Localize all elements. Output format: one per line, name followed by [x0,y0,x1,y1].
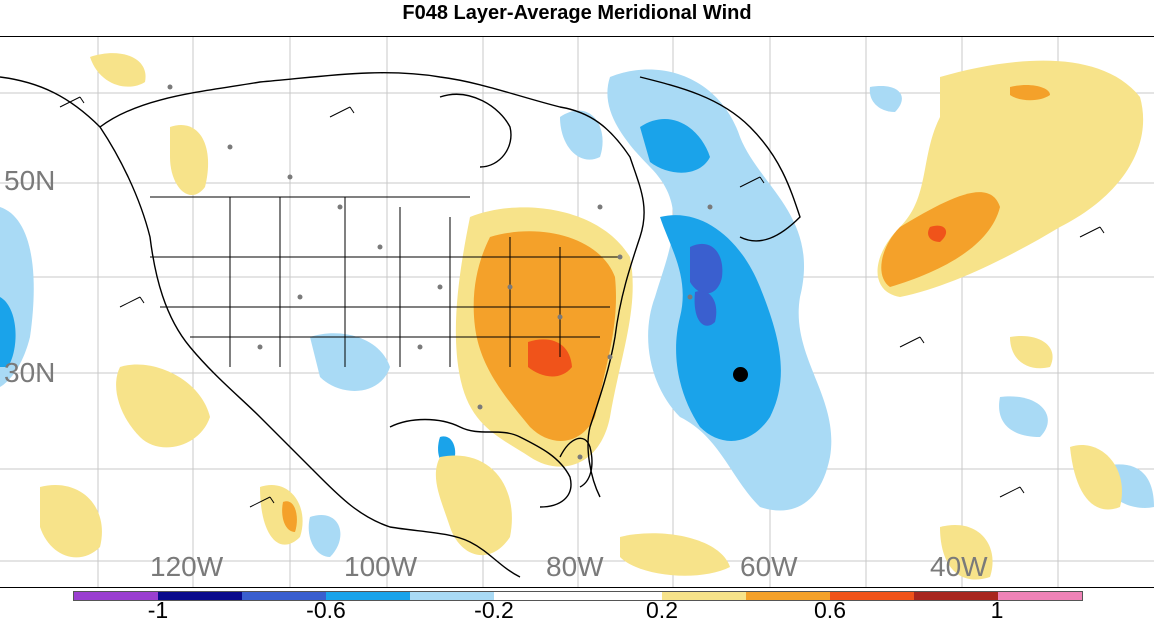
lon-label-120w: 120W [150,551,224,582]
lon-label-80w: 80W [546,551,604,582]
colorbar-label-neg02: -0.2 [474,597,514,623]
colorbar-segment [998,592,1082,600]
colorbar-segment [578,592,662,600]
lon-label-100w: 100W [344,551,418,582]
colorbar-segment [662,592,746,600]
station-dots [167,84,713,460]
colorbar-label-neg1: -1 [147,597,169,623]
political-boundaries [150,196,620,367]
colorbar-segment [74,592,158,600]
lon-label-60w: 60W [740,551,798,582]
wind-barbs [59,96,1105,508]
map-panel: 50N 30N 120W 100W 80W 60W 40W [0,36,1154,588]
colorbar-label-1: 1 [990,597,1004,623]
map-canvas [0,37,1154,587]
colorbar-label-02: 0.2 [646,597,678,623]
colorbar-segment [242,592,326,600]
colorbar-segment [494,592,578,600]
colorbar-segment [830,592,914,600]
colorbar-segment [326,592,410,600]
colorbar-segment [746,592,830,600]
colorbar-segment [158,592,242,600]
map-title: F048 Layer-Average Meridional Wind [402,2,752,24]
marker-icon [733,367,748,382]
colorbar-segment [410,592,494,600]
lon-label-40w: 40W [930,551,988,582]
colorbar-label-06: 0.6 [814,597,846,623]
lat-label-50n: 50N [4,165,56,196]
colorbar [73,591,1083,601]
colorbar-label-neg06: -0.6 [306,597,346,623]
negative-wind-shading [0,69,1154,557]
coastlines [0,72,801,578]
colorbar-segment [914,592,998,600]
lat-label-30n: 30N [4,357,56,388]
